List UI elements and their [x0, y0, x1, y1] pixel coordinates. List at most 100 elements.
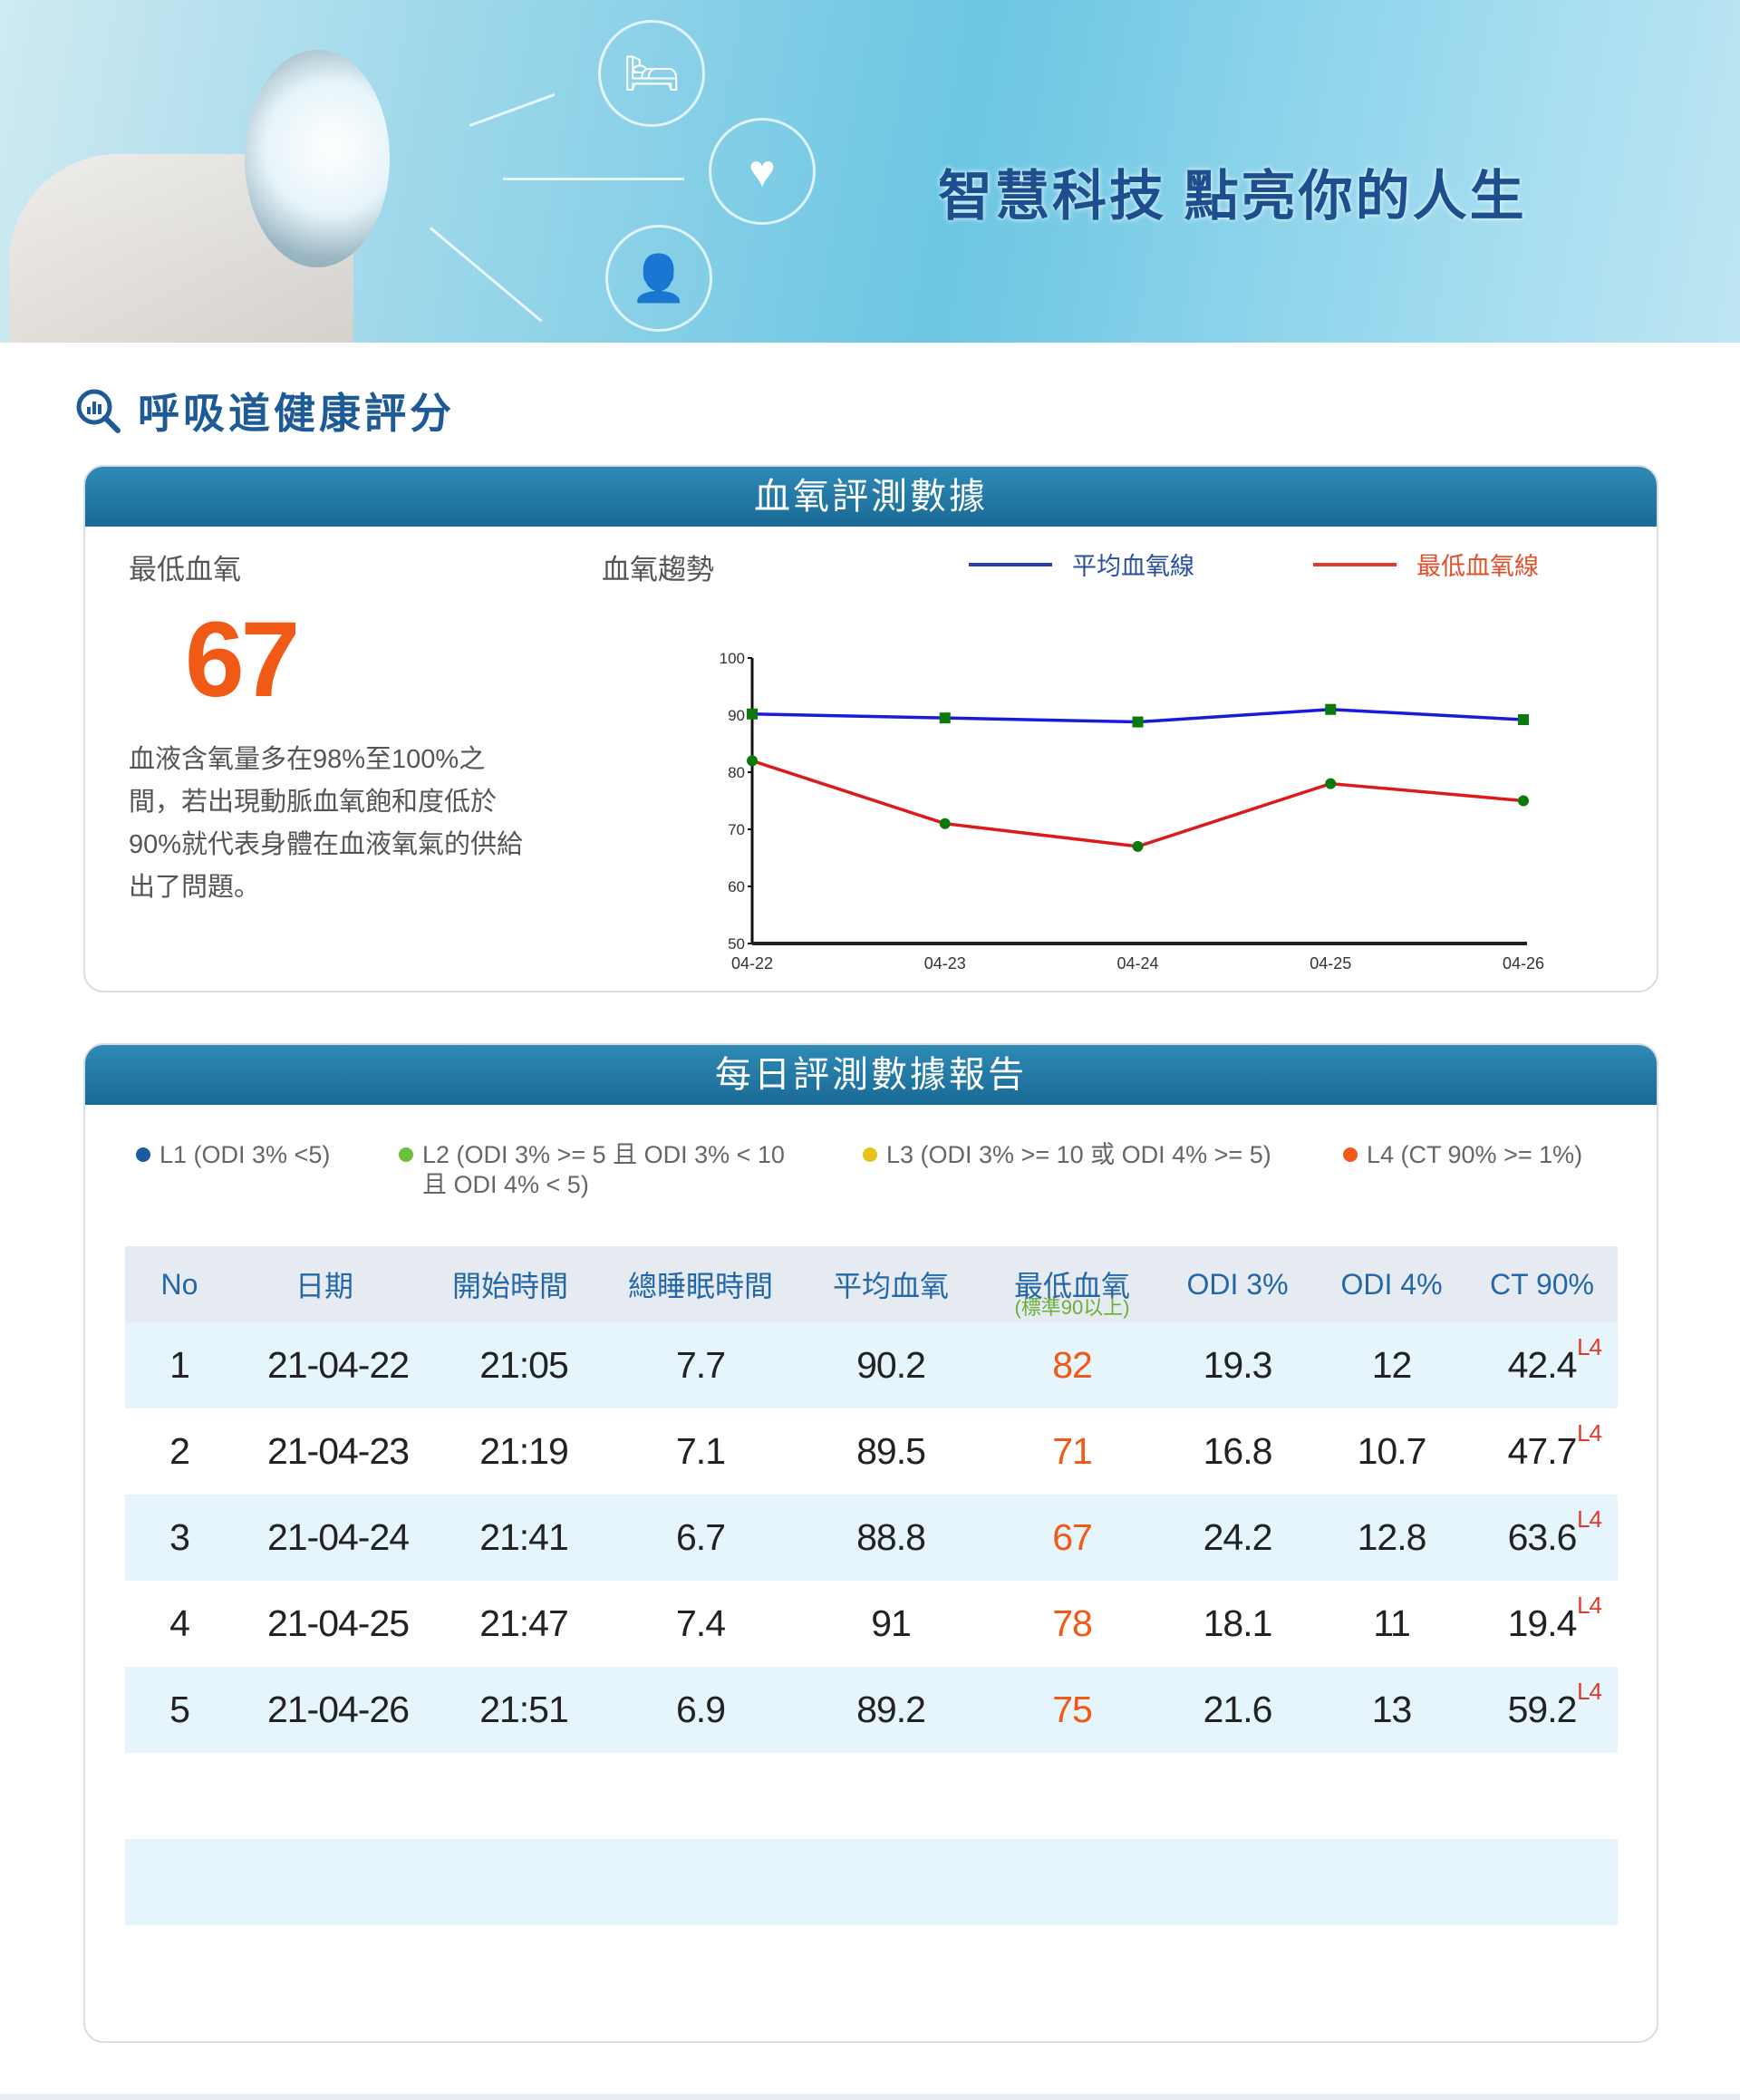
column-header-label: CT 90%	[1489, 1267, 1594, 1301]
stethoscope-illustration	[245, 50, 390, 267]
cell-min	[986, 1839, 1158, 1925]
table-row[interactable]: 4 21-04-25 21:47 7.4 91 78 18.1 11 19.4 L4	[125, 1581, 1618, 1667]
cell-start	[415, 1753, 605, 1839]
cell-ct90: 19.4 L4	[1466, 1581, 1618, 1667]
cell-no	[125, 1839, 234, 1925]
cell-no: 1	[125, 1322, 234, 1408]
cell-odi4: 11	[1317, 1581, 1466, 1667]
level-badge: L4	[1577, 1333, 1602, 1360]
cell-value: 21.6	[1203, 1689, 1273, 1730]
table-row[interactable]: 1 21-04-22 21:05 7.7 90.2 82 19.3 12 42.4 L4	[125, 1322, 1618, 1408]
cell-min: 82	[986, 1322, 1158, 1408]
cell-min: 78	[986, 1581, 1158, 1667]
cell-value: 12	[1371, 1344, 1413, 1386]
trend-label: 血氧趨勢	[602, 554, 714, 585]
cell-odi3: 19.3	[1158, 1322, 1317, 1408]
min-oxygen-standard-note: (標準90以上)	[1014, 1296, 1130, 1319]
cell-avg: 90.2	[796, 1322, 986, 1408]
cell-start: 21:41	[415, 1495, 605, 1581]
cell-value: 16.8	[1203, 1430, 1273, 1472]
cell-value: 18.1	[1203, 1602, 1273, 1644]
column-header[interactable]: CT 90%	[1466, 1246, 1618, 1322]
column-header[interactable]: No	[125, 1246, 234, 1322]
table-row[interactable]: 5 21-04-26 21:51 6.9 89.2 75 21.6 13 59.2 L4	[125, 1667, 1618, 1753]
cell-value: 21-04-23	[266, 1430, 410, 1472]
column-header[interactable]: 總睡眠時間	[605, 1246, 796, 1322]
table-row[interactable]: 2 21-04-23 21:19 7.1 89.5 71 16.8 10.7 47.7 L4	[125, 1408, 1618, 1495]
cell-avg: 89.2	[796, 1667, 986, 1753]
section-title-text: 呼吸道健康評分	[138, 390, 455, 437]
level-badge: L4	[1577, 1419, 1602, 1447]
avg-point	[1518, 714, 1529, 726]
table-row[interactable]: 3 21-04-24 21:41 6.7 88.8 67 24.2 12.8 63.6 L4	[125, 1495, 1618, 1581]
cell-odi3: 18.1	[1158, 1581, 1317, 1667]
legend-min-label: 最低血氧線	[1416, 553, 1539, 580]
cell-value: 67	[1052, 1516, 1093, 1558]
column-header[interactable]: ODI 3%	[1158, 1246, 1317, 1322]
cell-avg: 89.5	[796, 1408, 986, 1495]
table-row[interactable]	[125, 1839, 1618, 1925]
legend-l3: L3 (ODI 3% >= 10 或 ODI 4% >= 5)	[863, 1140, 1271, 1170]
cell-value: 21:47	[479, 1602, 569, 1644]
cell-sleep: 7.7	[605, 1322, 796, 1408]
cell-date	[234, 1839, 415, 1925]
column-header[interactable]: 開始時間	[415, 1246, 605, 1322]
cell-avg	[796, 1753, 986, 1839]
column-header-label: 總睡眠時間	[627, 1270, 773, 1302]
cell-odi4: 12.8	[1317, 1495, 1466, 1581]
cell-start: 21:51	[415, 1667, 605, 1753]
column-header[interactable]: 最低血氧 (標準90以上)	[986, 1246, 1158, 1322]
cell-value: 1	[169, 1344, 190, 1386]
banner: 🛏 ♥ 👤 智慧科技 點亮你的人生	[0, 0, 1740, 343]
cell-sleep	[605, 1839, 796, 1925]
cell-ct90: 42.4 L4	[1466, 1322, 1618, 1408]
cell-odi3: 21.6	[1158, 1667, 1317, 1753]
cell-date: 21-04-22	[234, 1322, 415, 1408]
cell-value: 82	[1052, 1344, 1093, 1386]
cell-odi3	[1158, 1753, 1317, 1839]
cell-date	[234, 1753, 415, 1839]
banner-title: 智慧科技 點亮你的人生	[938, 166, 1527, 227]
column-header[interactable]: 平均血氧	[796, 1246, 986, 1322]
cell-sleep: 6.7	[605, 1495, 796, 1581]
column-header[interactable]: ODI 4%	[1317, 1246, 1466, 1322]
cell-date: 21-04-24	[234, 1495, 415, 1581]
legend-l3-label: L3 (ODI 3% >= 10 或 ODI 4% >= 5)	[886, 1141, 1271, 1168]
cell-value: 6.7	[676, 1516, 726, 1558]
cell-value: 59.2	[1507, 1689, 1578, 1730]
l3-dot-icon	[863, 1147, 877, 1162]
column-header-label: 最低血氧	[1013, 1270, 1130, 1302]
cell-value: 47.7	[1507, 1430, 1578, 1472]
section-title: 呼吸道健康評分	[74, 381, 455, 440]
y-tick-label: 50	[728, 935, 745, 953]
legend-min: 最低血氧線	[1313, 547, 1539, 582]
cell-odi3: 24.2	[1158, 1495, 1317, 1581]
cell-value: 21-04-22	[266, 1344, 410, 1386]
y-tick-label: 80	[728, 764, 745, 781]
legend-l1-label: L1 (ODI 3% <5)	[160, 1141, 331, 1168]
cell-ct90	[1466, 1753, 1618, 1839]
cell-no: 5	[125, 1667, 234, 1753]
oxygen-trend-chart: 50 60 70 80 90 100 04-22 04-23 04-24 04-25 04-26	[720, 650, 1544, 973]
cell-ct90: 47.7 L4	[1466, 1408, 1618, 1495]
cell-value: 12.8	[1357, 1516, 1427, 1558]
daily-card-header: 每日評測數據報告	[85, 1045, 1657, 1105]
x-tick-label: 04-26	[1503, 954, 1544, 973]
level-badge: L4	[1577, 1592, 1602, 1619]
cell-value: 21-04-25	[266, 1602, 410, 1644]
table-row[interactable]	[125, 1753, 1618, 1839]
cell-value: 91	[871, 1602, 912, 1644]
cell-avg: 91	[796, 1581, 986, 1667]
legend-avg: 平均血氧線	[969, 547, 1194, 582]
cell-avg	[796, 1839, 986, 1925]
cell-no: 4	[125, 1581, 234, 1667]
oxygen-card: 血氧評測數據 最低血氧 67 血液含氧量多在98%至100%之間，若出現動脈血氧…	[83, 465, 1658, 992]
cell-avg: 88.8	[796, 1495, 986, 1581]
search-chart-icon	[76, 389, 121, 433]
cell-value: 2	[169, 1430, 190, 1472]
x-tick-label: 04-25	[1310, 954, 1351, 973]
cell-value: 19.3	[1203, 1344, 1273, 1386]
l1-dot-icon	[136, 1147, 150, 1162]
column-header[interactable]: 日期	[234, 1246, 415, 1322]
sleep-bed-icon: 🛏	[598, 20, 705, 127]
